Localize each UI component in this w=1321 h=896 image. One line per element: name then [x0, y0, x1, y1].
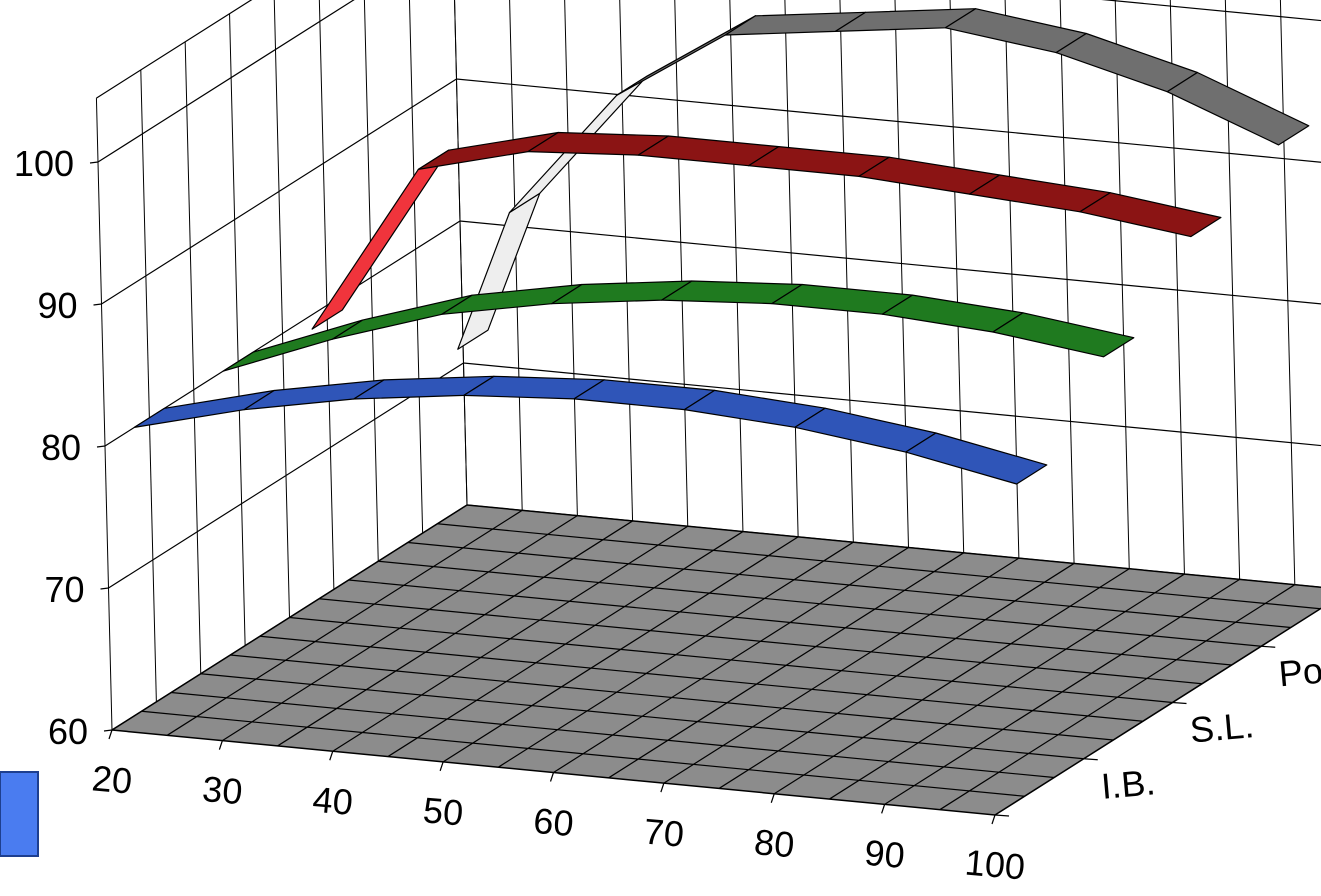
back-wall-gridline — [451, 0, 467, 505]
left-wall-gridline — [230, 14, 246, 646]
y-tick-label: 80 — [41, 427, 81, 468]
series-segment — [795, 408, 936, 452]
series-segment — [332, 295, 472, 339]
x-tick-label: 30 — [201, 768, 244, 812]
series-segment — [223, 320, 363, 371]
x-tick-mark — [882, 804, 885, 813]
depth-tick-label: Ported — [1277, 644, 1321, 694]
x-tick-mark — [109, 730, 112, 739]
back-wall-gridline — [672, 0, 688, 526]
y-tick-mark — [90, 162, 98, 163]
back-wall-gridline — [727, 0, 743, 532]
y-tick-mark — [104, 730, 112, 731]
back-wall-gridline — [893, 0, 909, 548]
x-tick-mark — [992, 815, 995, 824]
series-segment — [945, 9, 1086, 53]
back-wall-gridline — [783, 0, 799, 537]
left-wall-gridline — [318, 0, 334, 589]
x-tick-label: 40 — [311, 779, 354, 823]
series-segment — [312, 150, 448, 329]
x-tick-mark — [771, 794, 774, 803]
x-tick-label: 90 — [863, 832, 906, 876]
x-tick-mark — [219, 741, 222, 750]
legend-swatch — [0, 772, 38, 856]
depth-tick-label: S.L. — [1188, 704, 1255, 750]
back-wall-gridline — [617, 0, 633, 521]
y-tick-mark — [94, 304, 102, 305]
x-tick-label: 50 — [421, 789, 464, 833]
y-tick-label: 90 — [37, 285, 77, 326]
x-tick-mark — [330, 751, 333, 760]
series-segment — [1080, 193, 1221, 237]
back-wall-gridline — [562, 0, 578, 516]
depth-tick-mark — [1084, 759, 1098, 760]
y-tick-label: 70 — [44, 569, 84, 610]
series-s-l- — [223, 281, 1134, 371]
x-tick-label: 80 — [753, 821, 796, 865]
x-tick-label: 20 — [90, 757, 133, 801]
series-segment — [1056, 34, 1197, 92]
left-wall-gridline — [407, 0, 423, 533]
back-wall-gridline — [948, 0, 964, 553]
left-wall-gridline — [96, 98, 112, 730]
left-wall-gridline — [274, 0, 290, 618]
x-tick-mark — [551, 773, 554, 782]
depth-tick-mark — [1261, 646, 1275, 647]
y-tick-label: 100 — [14, 143, 74, 184]
depth-tick-label: I.B. — [1100, 761, 1157, 807]
series-segment — [1167, 73, 1309, 145]
depth-tick-mark — [1173, 703, 1187, 704]
y-tick-mark — [101, 588, 109, 589]
depth-tick-mark — [995, 815, 1009, 816]
series-segment — [617, 16, 756, 96]
y-tick-mark — [97, 446, 105, 447]
series-segment — [458, 193, 540, 349]
left-wall-gridline — [185, 42, 201, 674]
series-segment — [906, 433, 1047, 484]
horizontal-gridline — [102, 79, 1321, 304]
wall-top-edge — [96, 0, 1321, 98]
x-tick-mark — [661, 783, 664, 792]
y-tick-label: 60 — [48, 711, 88, 752]
back-wall-gridline — [1058, 0, 1074, 563]
x-tick-label: 100 — [963, 841, 1026, 887]
series-i-b- — [134, 376, 1047, 484]
back-wall-gridline — [838, 0, 854, 542]
back-wall-gridline — [1279, 0, 1295, 585]
x-tick-mark — [440, 762, 443, 771]
x-tick-label: 60 — [532, 800, 575, 844]
x-tick-label: 70 — [642, 810, 685, 854]
left-wall-gridline — [141, 70, 157, 702]
